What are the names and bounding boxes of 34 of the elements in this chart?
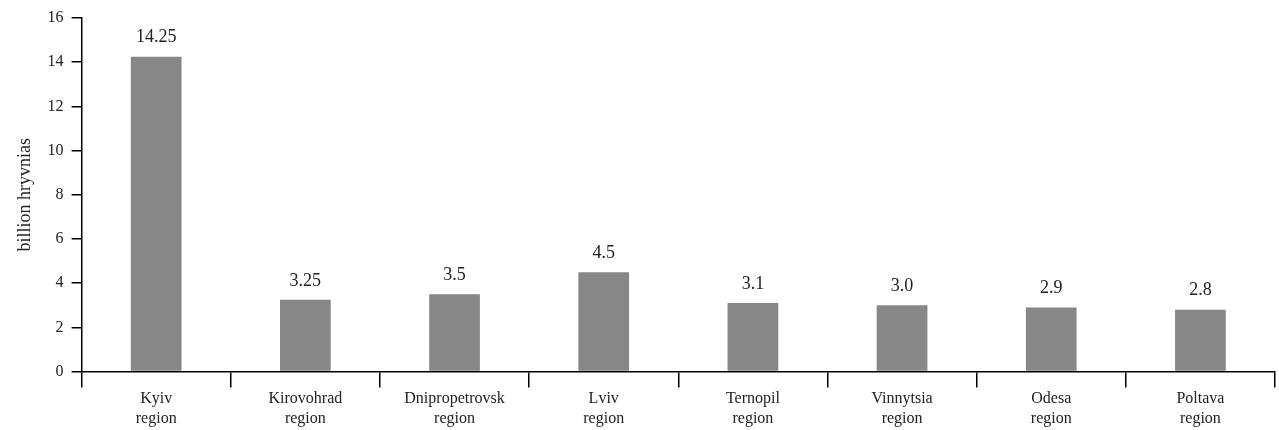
x-tick-label: Poltava region [1176, 389, 1225, 427]
data-label: 3.25 [289, 269, 322, 290]
bar [578, 272, 630, 371]
y-tick-label: 16 [47, 8, 64, 26]
x-tick-label: Dnipropetrovsk region [404, 389, 505, 427]
x-tick-label: Ternopil region [725, 389, 781, 427]
bar [876, 305, 928, 371]
y-tick-label: 0 [55, 361, 64, 379]
y-tick-label: 12 [47, 96, 64, 114]
x-tick-label: Kirovohrad region [268, 389, 343, 427]
y-tick-label: 6 [55, 229, 64, 247]
x-tick-label: Kyiv region [135, 389, 177, 427]
x-tick-label: Vinnytsia region [871, 389, 933, 427]
y-axis-title: billion hryvnias [13, 138, 34, 252]
data-label: 2.9 [1039, 277, 1063, 298]
data-label: 14.25 [135, 26, 177, 47]
x-tick-label: Lviv region [583, 389, 625, 427]
y-tick-label: 14 [47, 52, 64, 70]
data-label: 3.5 [443, 263, 466, 284]
bar [429, 294, 480, 371]
data-label: 2.8 [1189, 279, 1212, 300]
bar [727, 303, 779, 371]
bar [130, 56, 182, 371]
bar [1175, 309, 1226, 371]
data-label: 3.0 [890, 275, 914, 296]
y-tick-label: 4 [55, 273, 64, 291]
x-tick-label: Odesa region [1030, 389, 1072, 427]
y-tick-label: 10 [47, 140, 64, 158]
bar [280, 299, 331, 371]
y-tick-label: 8 [55, 185, 64, 202]
data-label: 4.5 [592, 241, 615, 262]
data-label: 3.1 [741, 272, 765, 293]
y-tick-label: 2 [55, 317, 64, 335]
bar [1025, 307, 1077, 371]
